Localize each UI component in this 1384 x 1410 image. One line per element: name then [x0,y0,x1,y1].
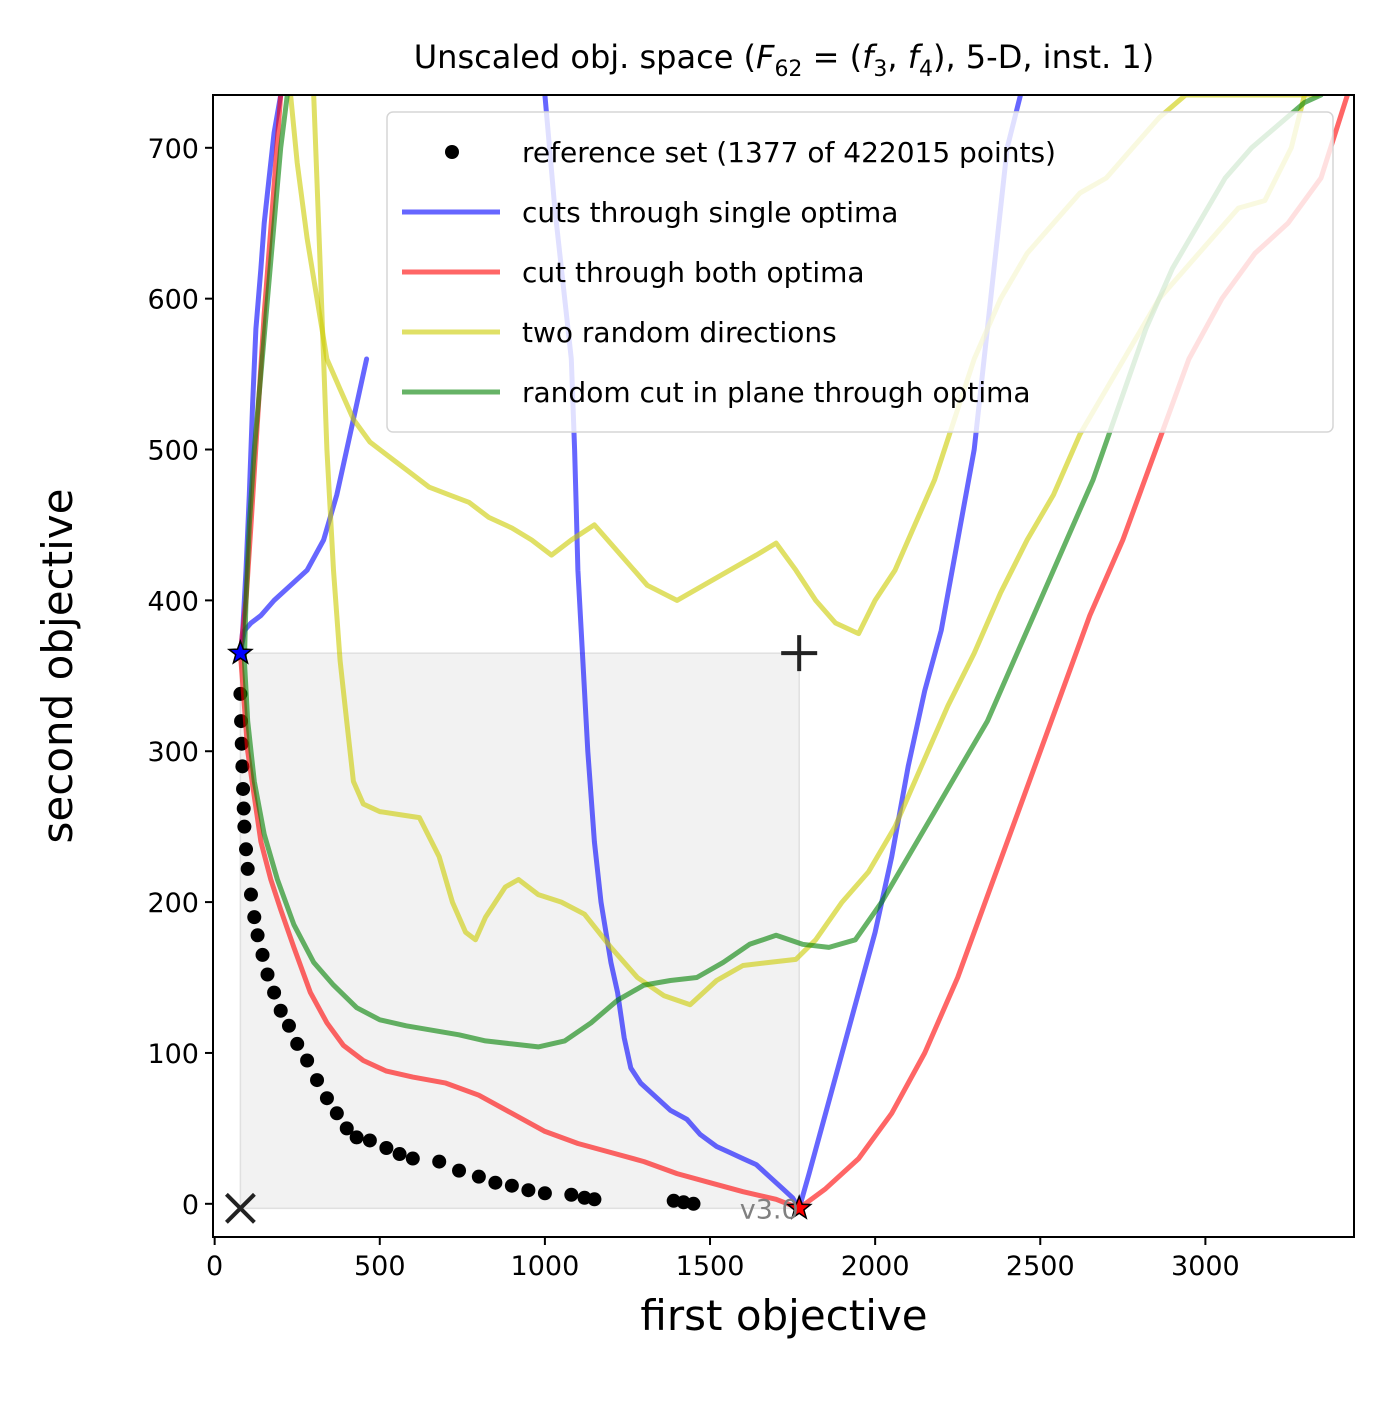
x-tick-label: 3000 [1171,1251,1240,1282]
series-5-lines [241,95,1324,1050]
series-line [241,95,1324,1050]
reference-point [236,781,251,796]
reference-point [239,842,254,857]
reference-point [310,1073,325,1088]
region-rect [239,652,800,1210]
legend-label: cuts through single optima [522,196,898,229]
y-axis-ticks: 0 100 200 300 400 500 600 700 [147,134,213,1221]
reference-point [300,1053,315,1068]
reference-point [392,1147,407,1162]
reference-point [537,1186,552,1201]
reference-point [339,1121,354,1136]
reference-point [329,1106,344,1121]
chart-title: Unscaled obj. space (F62 = (f3, f4), 5-D… [414,38,1155,82]
legend-marker [445,145,459,159]
x-tick-label: 0 [206,1251,223,1282]
plot-frame [212,94,1355,1238]
y-tick-label: 500 [147,436,199,467]
reference-point [521,1183,536,1198]
x-tick-label: 2500 [1006,1251,1075,1282]
reference-point [240,861,255,876]
reference-point [290,1036,305,1051]
optimum-2-star [785,1194,813,1220]
ideal-point-marker [224,1192,256,1224]
y-axis-label: second objective [33,489,82,844]
reference-point [362,1133,377,1148]
y-tick-label: 400 [147,586,199,617]
reference-point [405,1151,420,1166]
series-1-points [233,686,701,1211]
legend-label: random cut in plane through optima [522,376,1031,409]
markers-layer [224,635,818,1224]
reference-point [432,1154,447,1169]
legend-box [386,111,1334,433]
legend-label: two random directions [522,316,837,349]
reference-point [243,887,258,902]
y-tick-label: 300 [147,737,199,768]
y-tick-label: 0 [182,1190,199,1221]
series-line [237,356,370,656]
reference-point [247,910,262,925]
region-of-interest [239,652,800,1210]
reference-point [260,967,275,982]
x-axis-label: first objective [640,1291,927,1340]
x-axis-ticks: 0 500 1000 1500 2000 2500 3000 [206,1237,1240,1282]
reference-point [273,1003,288,1018]
reference-point [236,801,251,816]
x-tick-label: 500 [354,1251,406,1282]
nadir-point-marker [781,635,818,672]
legend: reference set (1377 of 422015 points) cut… [386,111,1334,433]
reference-point [686,1196,701,1211]
series-line [237,650,802,1211]
legend-label: cut through both optima [522,256,865,289]
version-annotation: v3.0 [740,1194,799,1225]
reference-point [267,985,282,1000]
y-tick-label: 700 [147,134,199,165]
series-line [542,95,802,1211]
reference-point [281,1018,296,1033]
x-tick-label: 2000 [841,1251,910,1282]
reference-point [349,1130,364,1145]
reference-point [452,1163,467,1178]
y-tick-label: 600 [147,285,199,316]
reference-point [488,1175,503,1190]
y-tick-label: 100 [147,1039,199,1070]
x-tick-label: 1500 [676,1251,745,1282]
optimum-1-star [226,639,254,665]
reference-point [255,947,270,962]
reference-point [250,928,265,943]
reference-point [379,1140,394,1155]
reference-point [587,1192,602,1207]
x-tick-label: 1000 [511,1251,580,1282]
reference-point [564,1187,579,1202]
reference-point [237,819,252,834]
reference-point [319,1091,334,1106]
reference-point [471,1169,486,1184]
reference-point [235,759,250,774]
reference-point [504,1178,519,1193]
legend-label: reference set (1377 of 422015 points) [522,136,1056,169]
y-tick-label: 200 [147,888,199,919]
